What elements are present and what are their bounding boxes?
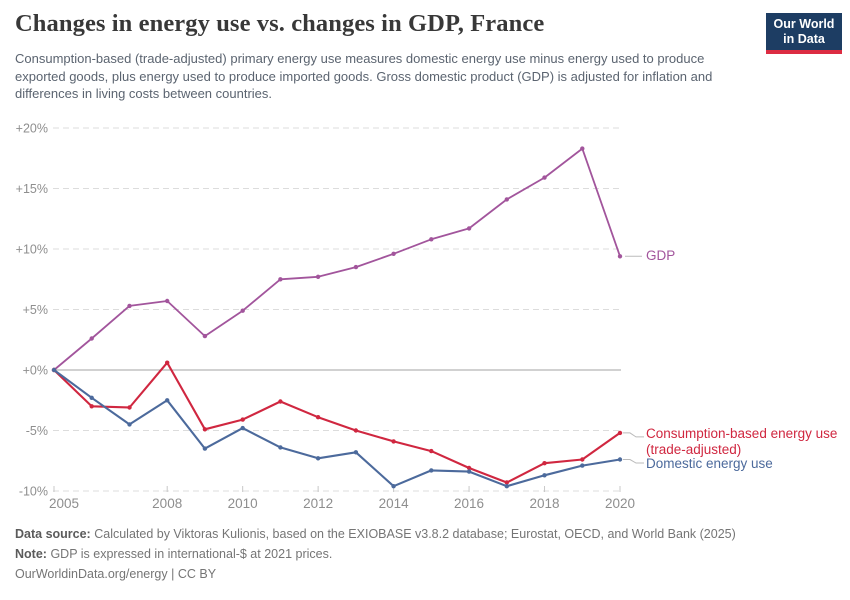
chart-subtitle: Consumption-based (trade-adjusted) prima… [15, 51, 713, 101]
x-tick-label: 2008 [152, 496, 182, 511]
legend-label-consumption[interactable]: Consumption-based energy use (trade-adju… [646, 426, 837, 457]
owid-logo[interactable]: Our World in Data [766, 13, 842, 54]
legend-label-gdp-text: GDP [646, 248, 676, 263]
domestic-point[interactable] [315, 456, 321, 461]
consumption-point[interactable] [391, 439, 396, 444]
consumption-point[interactable] [89, 404, 94, 409]
legend-label-gdp[interactable]: GDP [646, 248, 675, 264]
x-tick-label: 2005 [49, 496, 79, 511]
consumption-point[interactable] [240, 417, 245, 422]
domestic-point[interactable] [278, 445, 283, 450]
consumption-point[interactable] [353, 428, 359, 433]
x-tick-label: 2018 [530, 496, 560, 511]
gdp-point[interactable] [391, 251, 396, 256]
domestic-point[interactable] [429, 468, 434, 473]
legend-label-domestic[interactable]: Domestic energy use [646, 456, 773, 472]
consumption-point[interactable] [466, 465, 472, 471]
data-source-line: Data source: Calculated by Viktoras Kuli… [15, 528, 835, 541]
y-tick-label: -5% [26, 424, 48, 438]
data-source-text: Calculated by Viktoras Kulionis, based o… [94, 527, 736, 541]
domestic-point[interactable] [353, 450, 359, 455]
attribution-line: OurWorldinData.org/energy | CC BY [15, 568, 835, 581]
gdp-point[interactable] [466, 226, 472, 231]
gdp-point[interactable] [542, 175, 547, 180]
x-tick-label: 2016 [454, 496, 484, 511]
legend-label-consumption-line2: (trade-adjusted) [646, 441, 742, 457]
gdp-point[interactable] [278, 277, 283, 282]
domestic-point[interactable] [391, 484, 396, 489]
legend-label-consumption-line1: Consumption-based energy use [646, 426, 838, 441]
domestic-point[interactable] [51, 367, 57, 373]
owid-link[interactable]: OurWorldinData.org/energy [15, 567, 168, 581]
gdp-point[interactable] [202, 333, 208, 339]
x-tick-label: 2012 [303, 496, 333, 511]
data-source-label: Data source: [15, 527, 91, 541]
y-tick-label: +5% [23, 303, 48, 317]
x-tick-label: 2010 [228, 496, 258, 511]
domestic-point[interactable] [165, 398, 170, 403]
consumption-point[interactable] [504, 480, 509, 485]
domestic-point[interactable] [542, 473, 547, 478]
legend-connector [623, 432, 644, 438]
y-tick-label: +15% [16, 182, 48, 196]
domestic-point[interactable] [504, 484, 509, 489]
consumption-point[interactable] [315, 415, 321, 420]
domestic-point[interactable] [202, 446, 208, 451]
gdp-point[interactable] [504, 197, 509, 202]
consumption-point[interactable] [127, 405, 132, 410]
gdp-line[interactable] [53, 147, 621, 371]
consumption-point[interactable] [202, 427, 208, 432]
gdp-point[interactable] [89, 336, 94, 341]
x-tick-label: 2020 [605, 496, 635, 511]
consumption-point[interactable] [617, 430, 623, 436]
y-tick-label: +20% [16, 122, 48, 136]
domestic-point[interactable] [127, 422, 132, 427]
gdp-point[interactable] [127, 303, 132, 309]
gdp-point[interactable] [429, 237, 434, 242]
domestic-point[interactable] [617, 457, 623, 462]
domestic-point[interactable] [466, 469, 472, 474]
gdp-point[interactable] [353, 264, 359, 270]
owid-logo-line1: Our World [773, 17, 835, 31]
note-text: GDP is expressed in international-$ at 2… [50, 547, 333, 561]
owid-logo-line2: in Data [783, 32, 825, 46]
consumption-point[interactable] [429, 448, 434, 454]
y-tick-label: +0% [23, 364, 48, 378]
y-tick-label: -10% [19, 485, 48, 499]
gdp-point[interactable] [617, 254, 623, 259]
x-tick-label: 2014 [379, 496, 410, 511]
page-title: Changes in energy use vs. changes in GDP… [15, 10, 545, 37]
note-label: Note: [15, 547, 47, 561]
consumption-point[interactable] [278, 399, 283, 404]
consumption-point[interactable] [165, 360, 170, 365]
consumption-point[interactable] [542, 461, 547, 466]
gdp-point[interactable] [580, 146, 585, 151]
domestic-point[interactable] [89, 395, 94, 400]
domestic-point[interactable] [580, 463, 585, 468]
gdp-point[interactable] [240, 308, 245, 313]
gdp-point[interactable] [165, 298, 170, 304]
legend-label-domestic-text: Domestic energy use [646, 456, 773, 471]
note-line: Note: GDP is expressed in international-… [15, 548, 835, 561]
legend-connector [623, 459, 644, 464]
license-text: | CC BY [171, 567, 217, 581]
domestic-point[interactable] [240, 425, 245, 431]
gdp-point[interactable] [315, 274, 321, 279]
domestic-line[interactable] [52, 368, 622, 488]
consumption-point[interactable] [580, 457, 585, 462]
y-tick-label: +10% [16, 243, 48, 257]
chart-footer: Data source: Calculated by Viktoras Kuli… [15, 528, 835, 588]
consumption-line[interactable] [52, 361, 622, 484]
